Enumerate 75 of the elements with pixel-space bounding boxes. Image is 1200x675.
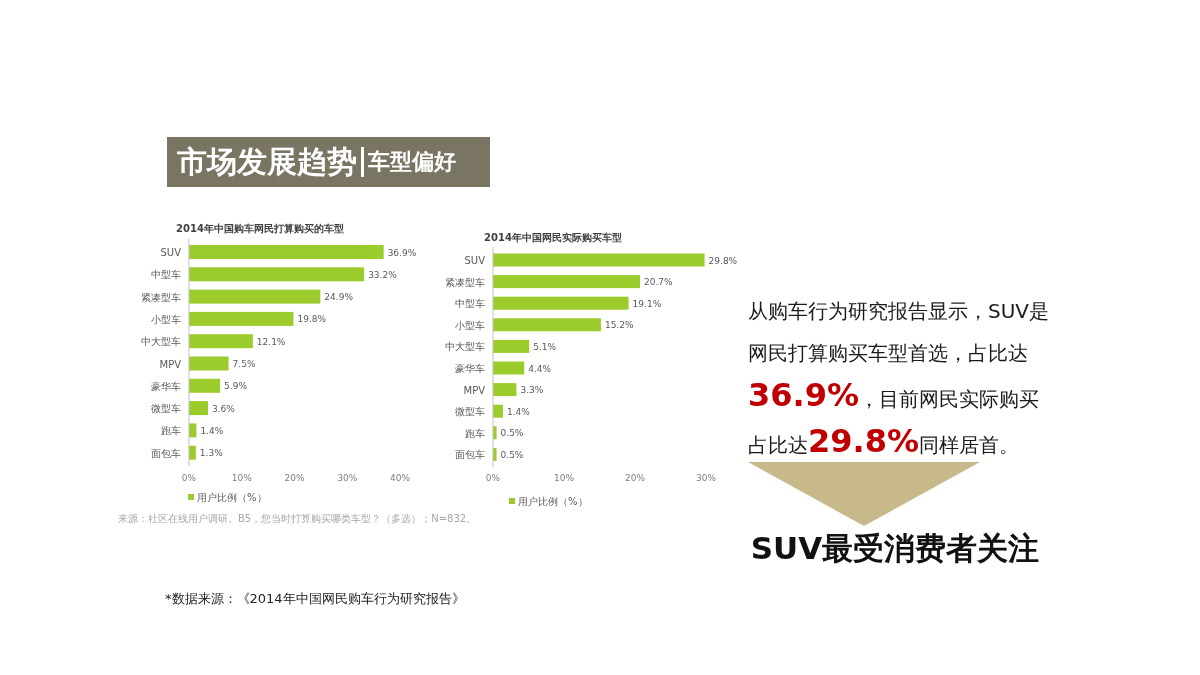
- y-tick-label: 小型车: [455, 319, 485, 331]
- data-label: 19.8%: [297, 314, 327, 325]
- bar: [493, 383, 517, 397]
- y-tick-label: 小型车: [151, 313, 181, 325]
- data-label: 15.2%: [604, 320, 634, 331]
- text: *数据来源：《2014年中国网民购车行为研究报告》: [165, 590, 465, 608]
- bar: [189, 245, 384, 259]
- bar: [493, 275, 640, 289]
- data-label: 1.4%: [200, 425, 224, 436]
- y-tick-label: 中大型车: [445, 341, 485, 353]
- bar: [493, 339, 530, 353]
- y-tick-label: MPV: [463, 384, 486, 396]
- bar: [189, 311, 294, 326]
- y-tick-label: 中大型车: [141, 336, 181, 348]
- x-tick-label: 20%: [284, 473, 305, 483]
- data-label: 7.5%: [232, 359, 256, 369]
- data-label: 0.5%: [500, 449, 524, 460]
- data-label: 29.8%: [708, 255, 738, 266]
- bar: [189, 267, 365, 282]
- bar: [493, 404, 503, 418]
- y-tick-label: 豪华车: [455, 363, 485, 374]
- bar: [493, 296, 629, 310]
- x-tick-label: 0%: [485, 473, 501, 483]
- data-label: 5.9%: [224, 381, 248, 392]
- y-tick-label: 中型车: [151, 269, 181, 281]
- bar: [189, 378, 221, 393]
- data-label: 20.7%: [643, 277, 674, 288]
- x-tick-label: 0%: [181, 473, 197, 483]
- y-tick-label: 豪华车: [151, 380, 181, 392]
- y-tick-label: 微型车: [151, 403, 181, 415]
- x-tick-label: 30%: [695, 473, 717, 483]
- data-label: 1.4%: [506, 406, 531, 417]
- bar: [189, 401, 208, 416]
- text: SUV最受消费者关注: [749, 529, 1041, 568]
- data-label: 3.3%: [520, 385, 544, 396]
- bar: [493, 318, 601, 332]
- data-label: 0.5%: [500, 428, 524, 439]
- bar: [189, 356, 229, 371]
- y-tick-label: 紧凑型车: [445, 276, 485, 288]
- data-label: 1.3%: [199, 448, 224, 459]
- y-tick-label: 跑车: [161, 425, 181, 437]
- bar: [493, 253, 705, 267]
- legend-label: 用户比例（%）: [197, 492, 267, 503]
- y-tick-label: 面包车: [455, 449, 485, 461]
- data-label: 12.1%: [256, 336, 286, 347]
- text: 车型偏好: [368, 148, 456, 176]
- text: 市场发展趋势: [177, 142, 357, 181]
- text: 从购车行为研究报告显示，SUV是网民打算购买车型首选，占比达36.9%，目前网民实际购买占比达29.8%同样居首。: [748, 299, 1050, 460]
- y-tick-label: SUV: [160, 247, 182, 258]
- data-label: 3.6%: [211, 403, 236, 414]
- bar: [493, 361, 525, 375]
- y-tick-label: 微型车: [455, 406, 485, 418]
- legend-label: 用户比例（%）: [518, 496, 588, 507]
- data-label: 19.1%: [632, 298, 662, 309]
- data-label: 5.1%: [533, 341, 557, 352]
- y-tick-label: 中型车: [455, 298, 485, 310]
- data-label: 4.4%: [528, 363, 552, 374]
- bar: [189, 289, 321, 304]
- x-tick-label: 30%: [337, 473, 358, 483]
- x-tick-label: 40%: [389, 473, 411, 483]
- x-tick-label: 10%: [553, 473, 575, 483]
- source-note: 来源：社区在线用户调研。B5，您当时打算购买哪类车型？（多选）；N=832。: [118, 513, 477, 524]
- y-tick-label: 紧凑型车: [141, 291, 181, 303]
- x-tick-label: 20%: [624, 473, 646, 483]
- y-tick-label: 跑车: [465, 427, 485, 439]
- y-tick-label: SUV: [464, 255, 486, 266]
- chart-title: 2014年中国购车网民打算购买的车型: [176, 223, 344, 234]
- y-tick-label: 面包车: [151, 447, 181, 459]
- data-label: 36.9%: [387, 247, 417, 258]
- data-label: 24.9%: [324, 292, 354, 303]
- chart-title: 2014年中国网民实际购买车型: [484, 232, 622, 243]
- bar: [189, 334, 253, 349]
- data-label: 33.2%: [368, 269, 398, 280]
- x-tick-label: 10%: [231, 473, 253, 483]
- y-tick-label: MPV: [159, 358, 182, 370]
